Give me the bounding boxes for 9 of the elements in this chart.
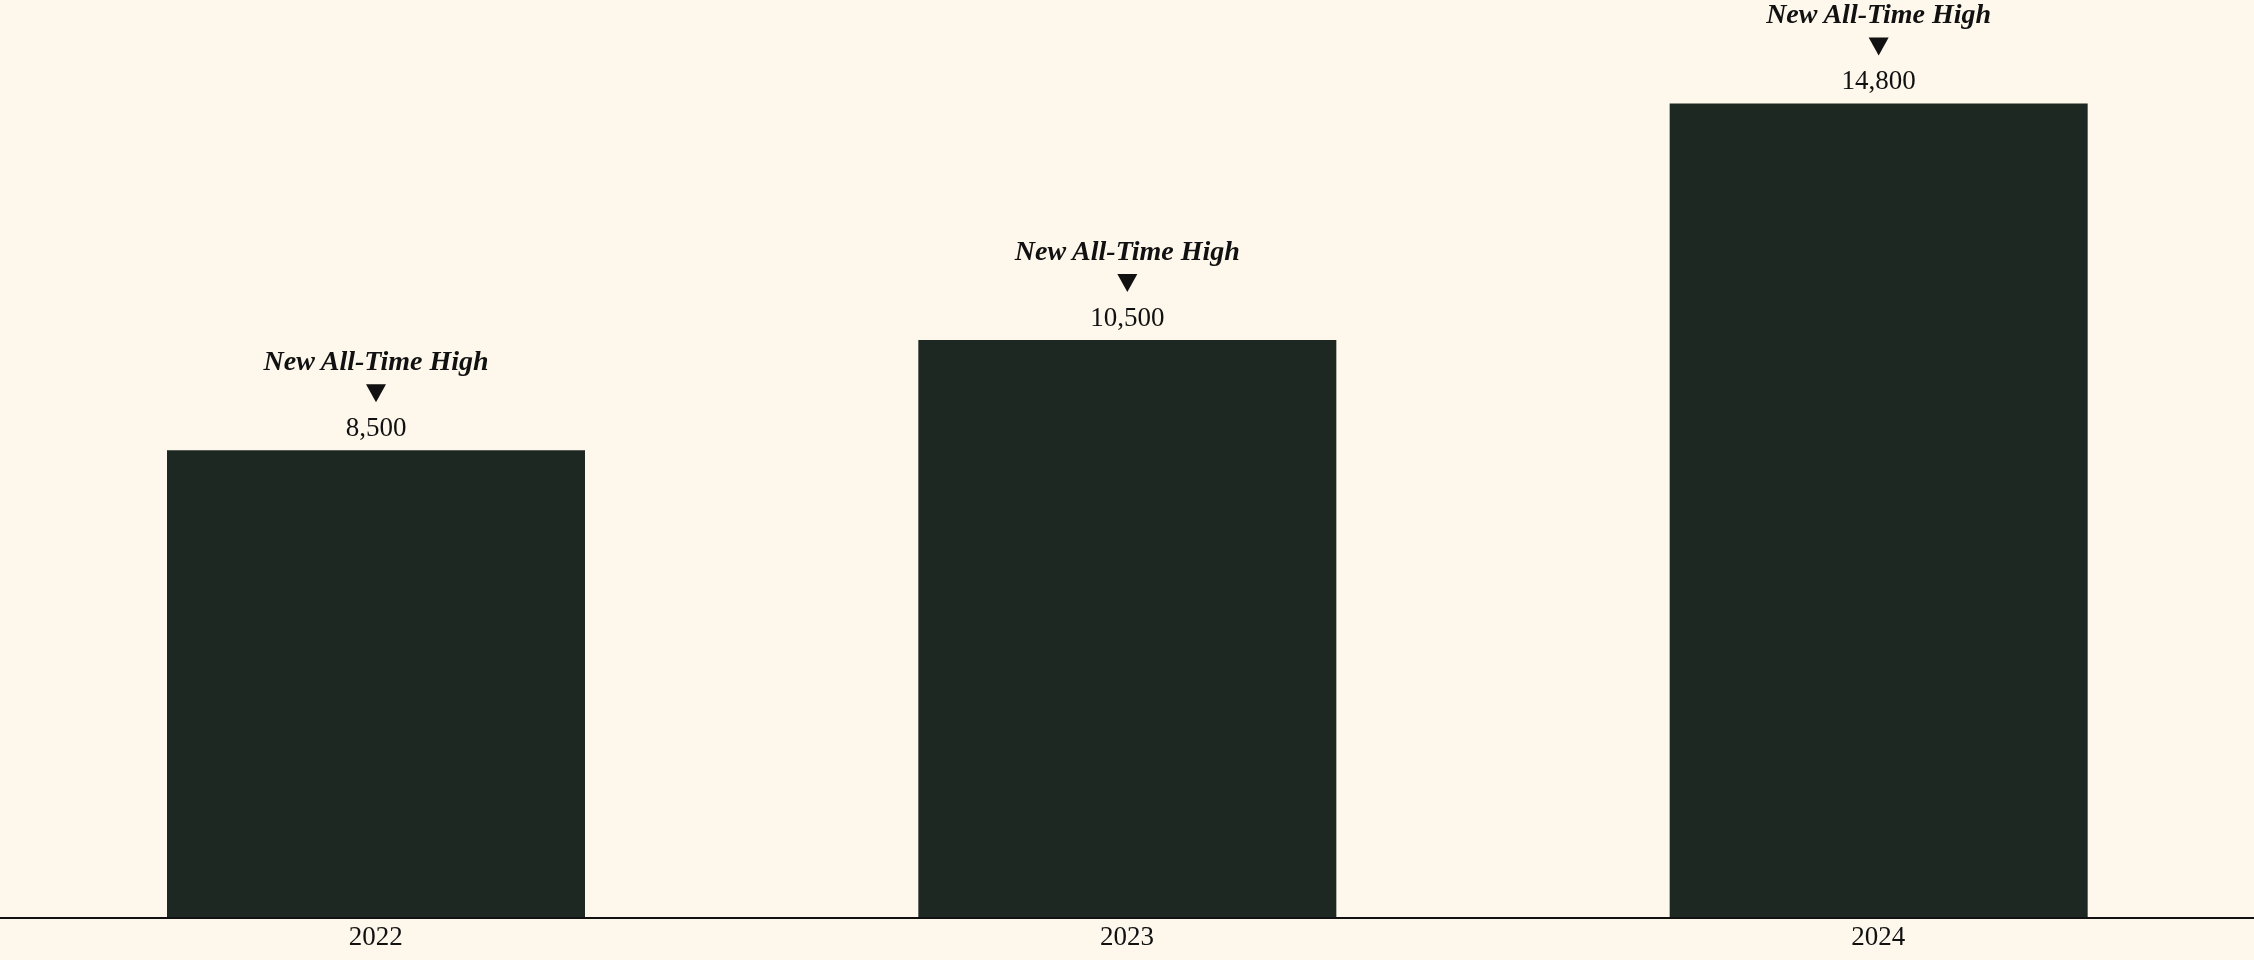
data-label: 14,800 [1841, 65, 1916, 96]
annotation: New All-Time High [1013, 235, 1240, 267]
annotation: New All-Time High [1765, 0, 1992, 30]
data-label: 8,500 [345, 412, 407, 443]
x-tick-label: 2022 [348, 921, 403, 952]
x-tick-label: 2024 [1851, 921, 1906, 952]
annotation: New All-Time High [262, 345, 489, 377]
data-label: 10,500 [1090, 302, 1165, 333]
x-tick-label: 2023 [1100, 921, 1154, 952]
